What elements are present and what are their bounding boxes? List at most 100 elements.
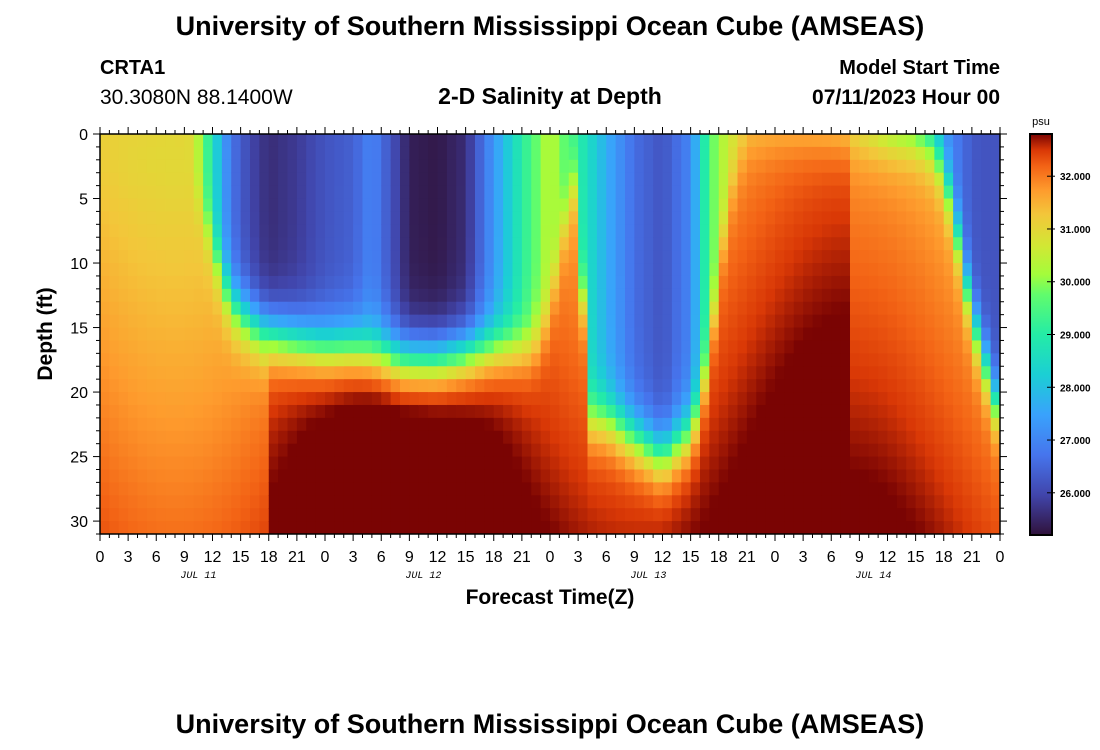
heatmap-cell [400, 134, 410, 148]
heatmap-cell [718, 482, 729, 496]
heatmap-cell [953, 379, 964, 393]
heatmap-cell [512, 159, 523, 174]
heatmap-cell [690, 211, 701, 225]
heatmap-cell [953, 456, 964, 471]
heatmap-cell [503, 172, 514, 187]
heatmap-cell [203, 508, 214, 522]
heatmap-cell [100, 198, 110, 213]
heatmap-cell [334, 185, 345, 200]
heatmap-cell [475, 146, 485, 161]
heatmap-cell [259, 263, 270, 277]
heatmap-cell [128, 469, 139, 483]
heatmap-cell [746, 263, 757, 277]
heatmap-cell [334, 482, 345, 496]
heatmap-cell [325, 353, 335, 367]
heatmap-cell [484, 379, 495, 393]
heatmap-cell [343, 301, 354, 316]
heatmap-cell [325, 430, 335, 445]
heatmap-cell [156, 495, 167, 509]
heatmap-cell [700, 456, 710, 471]
heatmap-cell [409, 430, 420, 445]
heatmap-cell [793, 211, 804, 225]
heatmap-cell [634, 301, 645, 316]
heatmap-cell [381, 495, 392, 509]
heatmap-cell [756, 404, 767, 419]
heatmap-cell [671, 443, 682, 458]
heatmap-cell [400, 521, 410, 534]
heatmap-cell [456, 146, 467, 161]
heatmap-cell [887, 521, 898, 534]
heatmap-cell [400, 469, 410, 483]
heatmap-cell [353, 521, 364, 534]
heatmap-cell [709, 456, 720, 471]
heatmap-cell [662, 275, 673, 290]
heatmap-cell [390, 185, 401, 200]
heatmap-cell [540, 314, 551, 329]
heatmap-cell [109, 340, 120, 354]
heatmap-cell [868, 263, 879, 277]
heatmap-cell [100, 430, 110, 445]
heatmap-cell [775, 314, 785, 329]
heatmap-cell [925, 469, 935, 483]
heatmap-cell [343, 417, 354, 432]
heatmap-cell [353, 198, 364, 213]
heatmap-cell [756, 521, 767, 534]
heatmap-cell [109, 508, 120, 522]
heatmap-cell [128, 327, 139, 342]
heatmap-cell [100, 508, 110, 522]
heatmap-cell [840, 482, 851, 496]
heatmap-cell [437, 211, 448, 225]
heatmap-cell [690, 482, 701, 496]
heatmap-cell [709, 263, 720, 277]
heatmap-cell [184, 237, 195, 251]
heatmap-cell [475, 469, 485, 483]
heatmap-cell [446, 146, 457, 161]
heatmap-cell [962, 250, 973, 264]
heatmap-cell [737, 482, 748, 496]
heatmap-cell [981, 353, 992, 367]
heatmap-cell [231, 404, 242, 419]
heatmap-cell [793, 198, 804, 213]
heatmap-cell [521, 508, 532, 522]
heatmap-cell [915, 172, 926, 187]
heatmap-cell [990, 508, 1000, 522]
heatmap-cell [203, 482, 214, 496]
heatmap-cell [784, 482, 795, 496]
heatmap-cell [400, 237, 410, 251]
heatmap-cell [287, 250, 298, 264]
heatmap-cell [146, 198, 157, 213]
heatmap-cell [812, 159, 823, 174]
heatmap-cell [287, 301, 298, 316]
heatmap-cell [343, 198, 354, 213]
heatmap-cell [100, 172, 110, 187]
heatmap-cell [746, 417, 757, 432]
heatmap-cell [278, 482, 289, 496]
heatmap-cell [334, 469, 345, 483]
heatmap-cell [156, 430, 167, 445]
heatmap-cell [100, 288, 110, 303]
heatmap-cell [203, 379, 214, 393]
heatmap-cell [653, 237, 664, 251]
heatmap-cell [718, 185, 729, 200]
heatmap-cell [887, 237, 898, 251]
heatmap-cell [671, 224, 682, 238]
heatmap-cell [503, 366, 514, 380]
heatmap-cell [221, 288, 232, 303]
heatmap-cell [550, 211, 560, 225]
heatmap-cell [109, 198, 120, 213]
heatmap-cell [503, 417, 514, 432]
heatmap-cell [756, 275, 767, 290]
heatmap-cell [568, 327, 579, 342]
heatmap-cell [212, 327, 223, 342]
heatmap-cell [175, 301, 185, 316]
heatmap-cell [775, 482, 785, 496]
heatmap-cell [128, 198, 139, 213]
heatmap-cell [109, 353, 120, 367]
heatmap-cell [625, 379, 635, 393]
heatmap-cell [990, 353, 1000, 367]
heatmap-cell [118, 495, 129, 509]
heatmap-cell [550, 392, 560, 406]
heatmap-cell [775, 288, 785, 303]
heatmap-cell [165, 172, 176, 187]
heatmap-cell [362, 366, 373, 380]
